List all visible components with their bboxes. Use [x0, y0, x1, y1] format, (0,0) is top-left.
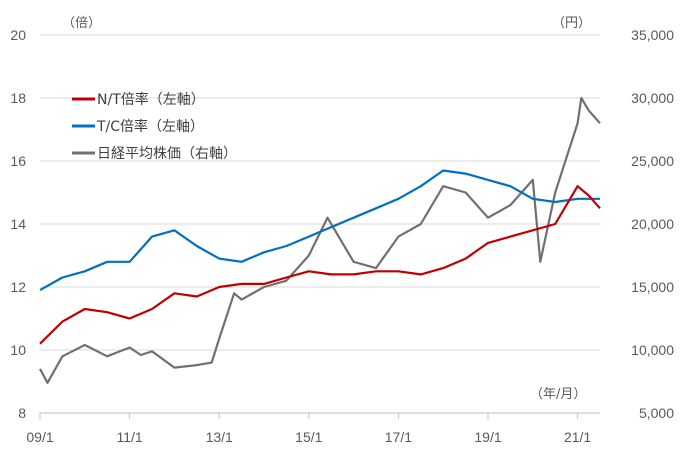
- x-tick-label: 19/1: [474, 429, 501, 445]
- right-tick-label: 5,000: [639, 405, 674, 421]
- legend-label-nikkei: 日経平均株価（右軸）: [97, 146, 237, 162]
- legend-item-nikkei: 日経平均株価（右軸）: [72, 146, 237, 162]
- left-tick-label: 18: [10, 90, 26, 106]
- right-tick-label: 25,000: [631, 153, 674, 169]
- series-lines: [39, 96, 601, 384]
- left-axis-unit-label: （倍）: [62, 16, 101, 31]
- right-tick-label: 15,000: [631, 279, 674, 295]
- x-tick-label: 15/1: [295, 429, 322, 445]
- right-tick-label: 30,000: [631, 90, 674, 106]
- right-tick-label: 35,000: [631, 27, 674, 43]
- series-line-nt: [39, 185, 601, 345]
- left-tick-label: 16: [10, 153, 26, 169]
- x-tick-label: 21/1: [564, 429, 591, 445]
- right-tick-label: 10,000: [631, 342, 674, 358]
- legend-item-tc: T/C倍率（左軸）: [72, 118, 204, 135]
- x-tick-label: 11/1: [116, 429, 142, 445]
- axes: [39, 412, 600, 419]
- series-line-nikkei: [39, 96, 601, 384]
- series-line-tc: [39, 169, 600, 292]
- right-tick-label: 20,000: [631, 216, 674, 232]
- legend-item-nt: N/T倍率（左軸）: [72, 91, 205, 108]
- x-tick-label: 17/1: [385, 429, 412, 445]
- legend-label-tc: T/C倍率（左軸）: [96, 118, 204, 135]
- legend: N/T倍率（左軸） T/C倍率（左軸） 日経平均株価（右軸）: [72, 91, 237, 162]
- left-tick-label: 8: [18, 405, 26, 421]
- legend-label-nt: N/T倍率（左軸）: [97, 91, 205, 108]
- right-axis-unit-label: （円）: [552, 16, 591, 31]
- left-tick-label: 20: [10, 27, 26, 43]
- left-tick-label: 14: [10, 216, 26, 232]
- grid-lines: [40, 34, 600, 351]
- left-tick-label: 10: [10, 342, 26, 358]
- tick-labels: 8 10 12 14 16 18 20 5,000 10,000 15,000 20,000 25,0…: [10, 27, 674, 445]
- x-axis-unit-label: （年/月）: [530, 387, 586, 402]
- x-tick-label: 09/1: [26, 429, 53, 445]
- left-tick-label: 12: [10, 279, 26, 295]
- x-tick-label: 13/1: [206, 429, 233, 445]
